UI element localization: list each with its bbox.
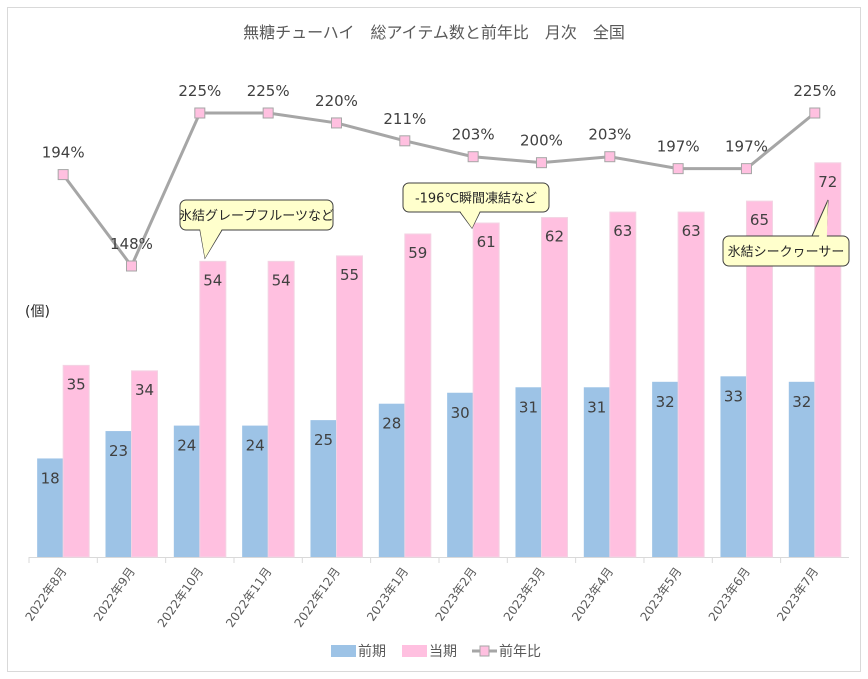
- bar-curr: [472, 222, 500, 558]
- callout-pointer-join: [812, 200, 828, 265]
- bar-prev-label: 18: [41, 469, 60, 487]
- ratio-label: 197%: [725, 138, 768, 156]
- bar-prev: [652, 381, 679, 557]
- bar-prev-label: 30: [451, 404, 470, 422]
- bar-prev: [173, 425, 200, 557]
- bar-curr-label: 65: [750, 211, 769, 229]
- ratio-marker: [740, 163, 752, 175]
- bar-prev: [242, 425, 269, 557]
- bar-prev-label: 32: [656, 393, 675, 411]
- ratio-marker: [535, 157, 547, 169]
- bar-curr: [677, 211, 705, 558]
- ratio-marker: [672, 163, 684, 175]
- ratio-label: 194%: [42, 144, 85, 162]
- legend-label-curr: 当期: [429, 644, 457, 660]
- bar-prev-label: 25: [314, 431, 333, 449]
- ratio-marker: [57, 169, 69, 181]
- bar-prev: [447, 392, 474, 557]
- ratio-line: [61, 111, 816, 269]
- bar-prev-label: 24: [246, 437, 265, 455]
- bar-curr-label: 72: [818, 173, 837, 191]
- bar-curr-label: 34: [135, 381, 154, 399]
- bar-prev-label: 23: [109, 442, 128, 460]
- bar-prev-label: 33: [724, 387, 743, 405]
- bar-prev-label: 24: [177, 437, 196, 455]
- callout-text: 氷結グレープフルーツなど: [179, 209, 334, 224]
- callout-pointer-join: [460, 211, 480, 228]
- legend-swatch-prev: [331, 645, 356, 657]
- callout-text: -196℃瞬間凍結など: [415, 191, 537, 207]
- ratio-label: 200%: [520, 132, 563, 150]
- legend-swatch-curr: [402, 645, 427, 657]
- bar-prev: [310, 420, 337, 557]
- bar-curr: [335, 255, 363, 558]
- bar-prev: [720, 376, 747, 557]
- ratio-marker: [194, 107, 206, 119]
- legend-marker-ratio: [479, 645, 490, 657]
- ratio-marker: [125, 260, 137, 272]
- ratio-marker: [604, 151, 616, 163]
- ratio-marker: [399, 135, 411, 147]
- legend: 前期 当期 前年比: [331, 643, 541, 660]
- ratio-label: 225%: [247, 82, 290, 100]
- bar-curr: [199, 260, 227, 558]
- ratio-marker: [467, 151, 479, 163]
- bar-curr-label: 54: [203, 271, 222, 289]
- ratio-label: 225%: [793, 82, 836, 100]
- ratio-label: 203%: [452, 126, 495, 144]
- bar-prev-label: 31: [587, 398, 606, 416]
- y-axis-label: (個): [25, 304, 50, 320]
- legend-label-ratio: 前年比: [499, 643, 541, 660]
- bar-prev: [378, 403, 405, 557]
- bar-prev: [37, 458, 64, 557]
- ratio-label: 203%: [588, 126, 631, 144]
- ratio-label: 220%: [315, 92, 358, 110]
- bar-curr-label: 63: [682, 222, 701, 240]
- bar-prev-label: 31: [519, 398, 538, 416]
- bar-prev: [515, 387, 542, 557]
- bar-curr: [130, 370, 158, 558]
- ratio-label: 211%: [383, 110, 426, 128]
- bar-curr-label: 62: [545, 228, 564, 246]
- ratio-marker: [262, 107, 274, 119]
- bar-prev-label: 32: [792, 393, 811, 411]
- callout-text: 氷結シークヮーサー: [728, 245, 845, 260]
- chart-border: [7, 7, 861, 672]
- bar-prev-label: 28: [382, 415, 401, 433]
- bar-curr: [404, 233, 432, 558]
- bar-curr: [609, 211, 637, 558]
- bar-curr-label: 54: [272, 271, 291, 289]
- bar-prev: [105, 431, 132, 557]
- callout-pointer-join: [200, 229, 222, 258]
- callout-box: [179, 199, 334, 231]
- ratio-marker: [330, 117, 342, 129]
- bar-curr-label: 59: [408, 244, 427, 262]
- bar-prev: [788, 381, 815, 557]
- ratio-label: 148%: [110, 235, 153, 253]
- bar-curr: [267, 260, 295, 558]
- legend-label-prev: 前期: [358, 643, 386, 660]
- bar-curr: [540, 217, 568, 558]
- bar-curr-label: 35: [67, 375, 86, 393]
- bar-curr-label: 63: [613, 222, 632, 240]
- bar-curr-label: 55: [340, 266, 359, 284]
- bar-curr: [62, 364, 90, 558]
- bar-prev: [583, 387, 610, 557]
- bar-curr-label: 61: [477, 233, 496, 251]
- ratio-label: 225%: [178, 82, 221, 100]
- chart-title: 無糖チューハイ 総アイテム数と前年比 月次 全国: [243, 23, 625, 42]
- ratio-label: 197%: [657, 138, 700, 156]
- ratio-marker: [809, 107, 821, 119]
